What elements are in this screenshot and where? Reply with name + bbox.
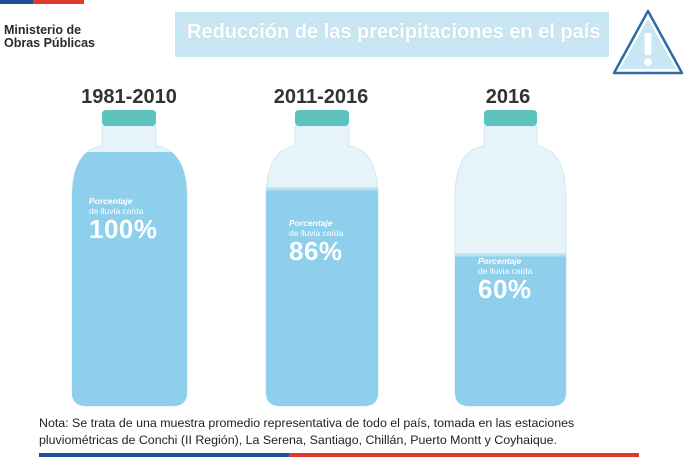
ministry-line-1: Ministerio de: [4, 23, 82, 37]
bottle-1: [71, 110, 188, 407]
water-surface-3: [455, 253, 566, 257]
water-level-2: [266, 187, 378, 406]
flag-stripe-blue: [0, 0, 33, 4]
percent-caption-line2: de lluvia caída: [89, 206, 144, 216]
flag-stripe-bottom: [39, 453, 639, 457]
percent-caption-1: Porcentaje de lluvia caída: [89, 196, 143, 216]
period-label-1: 1981-2010: [81, 86, 177, 108]
footnote-line-1: Nota: Se trata de una muestra promedio r…: [39, 416, 575, 430]
percent-caption-line2: de lluvia caída: [289, 228, 344, 238]
percent-caption-2: Porcentaje de lluvia caída: [289, 218, 343, 238]
title-banner: [175, 12, 609, 57]
flag-stripe-top: [0, 0, 84, 4]
bottle-cap: [102, 110, 156, 126]
percent-caption-line2: de lluvia caída: [478, 266, 533, 276]
flag-stripe-red: [289, 453, 639, 457]
percent-caption-3: Porcentaje de lluvia caída: [478, 256, 532, 276]
value-label-3: 60%: [478, 274, 532, 304]
footnote-line-2: pluviométricas de Conchi (II Región), La…: [39, 433, 557, 447]
period-label-3: 2016: [485, 86, 531, 108]
water-level-1: [72, 152, 187, 406]
percent-caption-line1: Porcentaje: [89, 196, 133, 206]
bottle-3: [454, 110, 567, 407]
bottle-cap: [484, 110, 537, 126]
page-title: Reducción de las precipitaciones en el p…: [187, 21, 601, 43]
warning-icon: [612, 9, 684, 75]
percent-caption-line1: Porcentaje: [289, 218, 333, 228]
value-label-2: 86%: [289, 236, 343, 266]
value-label-1: 100%: [89, 214, 158, 244]
flag-stripe-red: [33, 0, 84, 4]
water-level-3: [455, 253, 566, 406]
flag-stripe-blue: [39, 453, 289, 457]
ministry-logo-text: Ministerio de Obras Públicas: [4, 24, 95, 50]
water-surface-2: [266, 187, 378, 191]
period-label-2: 2011-2016: [273, 86, 369, 108]
bottle-2: [265, 110, 379, 407]
bottle-cap: [295, 110, 349, 126]
percent-caption-line1: Porcentaje: [478, 256, 522, 266]
ministry-line-2: Obras Públicas: [4, 36, 96, 50]
footnote: Nota: Se trata de una muestra promedio r…: [39, 415, 679, 449]
